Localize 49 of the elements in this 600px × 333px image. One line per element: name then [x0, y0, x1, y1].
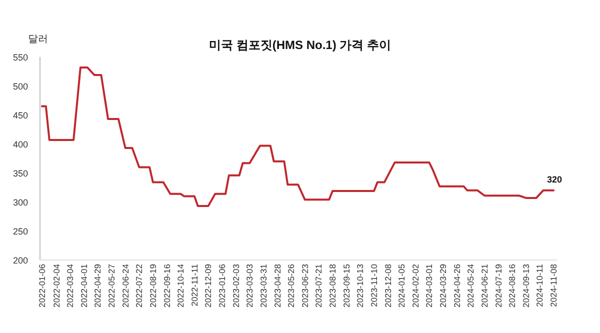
x-tick-label: 2022-01-06 [36, 264, 47, 308]
x-tick-label: 2022-11-11 [189, 264, 200, 306]
y-tick-label: 250 [12, 226, 28, 236]
y-tick-label: 350 [12, 168, 28, 178]
x-tick-label: 2023-06-23 [300, 264, 310, 308]
x-tick-label: 2023-11-10 [368, 264, 379, 307]
x-tick-label: 2023-01-06 [217, 264, 228, 308]
x-tick-label: 2023-12-08 [382, 264, 393, 308]
x-tick-label: 2022-12-09 [203, 264, 214, 308]
x-tick-label: 2024-10-11 [534, 264, 545, 307]
x-tick-label: 2024-11-08 [548, 264, 559, 307]
x-tick-label: 2022-04-29 [92, 264, 103, 308]
x-tick-label: 2022-08-19 [148, 264, 158, 308]
x-tick-label: 2024-03-29 [438, 264, 448, 308]
x-tick-label: 2024-09-13 [520, 264, 531, 308]
x-tick-label: 2024-02-02 [410, 264, 420, 308]
x-tick-label: 2022-05-27 [106, 264, 117, 308]
data-label: 320 [547, 174, 562, 184]
y-tick-label: 300 [12, 198, 28, 208]
x-tick-label: 2023-07-21 [314, 264, 324, 308]
x-tick-label: 2023-08-18 [328, 264, 338, 308]
x-tick-label: 2022-06-24 [120, 264, 130, 308]
y-tick-label: 400 [12, 140, 28, 150]
x-tick-label: 2023-10-13 [355, 264, 366, 308]
x-tick-label: 2023-04-28 [272, 264, 282, 308]
title: 미국 컴포짓(HMS No.1) 가격 추이 [209, 38, 391, 52]
x-tick-label: 2022-02-04 [51, 264, 62, 308]
x-tick-label: 2023-09-15 [341, 264, 352, 308]
x-tick-label: 2024-07-19 [493, 264, 504, 308]
x-tick-label: 2023-03-03 [244, 264, 255, 308]
x-tick-label: 2024-06-21 [479, 264, 490, 308]
x-tick-label: 2022-09-16 [162, 264, 172, 308]
x-tick-label: 2024-04-26 [452, 264, 462, 308]
x-tick-label: 2023-02-03 [230, 264, 241, 308]
y-tick-label: 200 [12, 256, 28, 266]
x-tick-label: 2022-07-22 [134, 264, 144, 308]
y-axis-title: 달러 [28, 34, 48, 45]
x-tick-label: 2022-03-04 [65, 264, 76, 308]
x-tick-label: 2024-08-16 [507, 264, 518, 308]
x-tick-label: 2022-10-14 [176, 264, 186, 308]
x-tick-label: 2024-03-01 [424, 264, 434, 308]
x-tick-label: 2024-01-05 [396, 264, 407, 308]
x-tick-label: 2024-05-24 [466, 264, 476, 308]
x-tick-label: 2023-03-31 [258, 264, 268, 308]
x-tick-label: 2022-04-01 [78, 264, 89, 308]
y-tick-label: 550 [12, 52, 28, 62]
y-tick-label: 500 [12, 82, 28, 92]
y-tick-label: 450 [12, 110, 28, 120]
x-tick-label: 2023-05-26 [286, 264, 296, 308]
